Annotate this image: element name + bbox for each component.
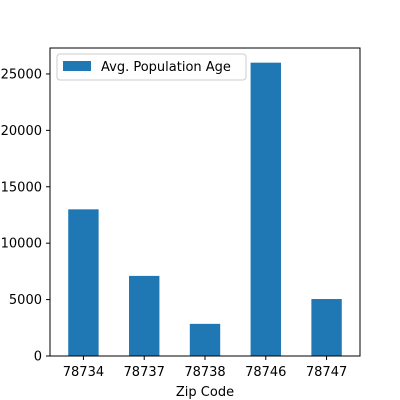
plot-frame — [49, 47, 361, 357]
legend: Avg. Population Age — [56, 53, 247, 81]
y-tick-label: 25000 — [1, 67, 42, 82]
x-axis-ticks: 78734 78737 78738 78746 78747 — [63, 356, 347, 380]
x-axis-label: Zip Code — [176, 385, 234, 400]
y-axis-ticks: 0 5000 10000 15000 20000 25000 — [1, 67, 50, 365]
bar-78747 — [311, 299, 342, 356]
y-tick-label: 10000 — [1, 237, 42, 252]
y-tick-label: 15000 — [1, 180, 42, 195]
x-tick-label: 78738 — [184, 365, 225, 380]
bar-78737 — [129, 275, 160, 356]
bar-78746 — [250, 62, 281, 357]
x-tick-label: 78746 — [245, 365, 286, 380]
bar-78734 — [68, 209, 99, 356]
legend-label: Avg. Population Age — [101, 60, 231, 75]
legend-swatch — [63, 61, 91, 71]
y-tick-label: 0 — [34, 350, 42, 365]
bar-78738 — [189, 323, 221, 356]
legend-box — [56, 53, 247, 81]
x-tick-label: 78734 — [63, 365, 104, 380]
y-tick-label: 5000 — [9, 293, 42, 308]
x-tick-label: 78747 — [306, 365, 347, 380]
bars — [68, 62, 342, 357]
y-tick-label: 20000 — [1, 124, 42, 139]
x-tick-label: 78737 — [124, 365, 165, 380]
